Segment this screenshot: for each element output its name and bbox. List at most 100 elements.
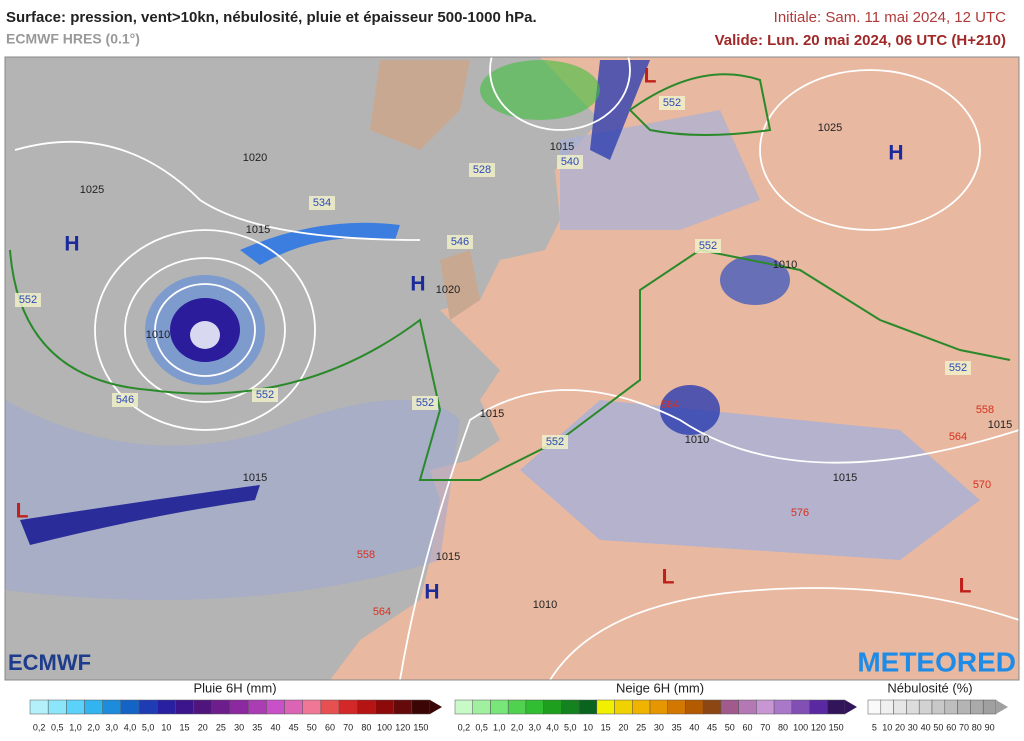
legend-label: 45 bbox=[707, 722, 717, 732]
thickness-label: 552 bbox=[663, 97, 681, 109]
legend-swatch bbox=[102, 699, 122, 715]
pressure-center: H bbox=[888, 142, 903, 165]
legend-swatch bbox=[247, 699, 267, 715]
thickness-label-box bbox=[542, 435, 568, 449]
legend-label: 20 bbox=[618, 722, 628, 732]
legend-label: 10 bbox=[583, 722, 593, 732]
thickness-label: 552 bbox=[19, 294, 37, 306]
thickness-label-box bbox=[469, 163, 495, 177]
freezing-line bbox=[9, 248, 1011, 481]
thickness-label: 528 bbox=[473, 164, 491, 176]
legend-label: 70 bbox=[343, 722, 353, 732]
thickness-label: 558 bbox=[357, 549, 375, 561]
model-name: ECMWF HRES (0.1°) bbox=[6, 31, 140, 47]
legend-swatch bbox=[29, 699, 49, 715]
thickness-label: 564 bbox=[373, 606, 391, 618]
legend-swatch bbox=[827, 699, 846, 715]
sea bbox=[520, 400, 980, 560]
legend-label: 70 bbox=[760, 722, 770, 732]
legend-swatch bbox=[284, 699, 303, 715]
legend-label: 1,0 bbox=[69, 722, 82, 732]
legend-label: 10 bbox=[161, 722, 171, 732]
isobar-label: 1010 bbox=[533, 599, 557, 611]
isobar-label: 1020 bbox=[243, 152, 267, 164]
thickness-label: 564 bbox=[661, 399, 679, 411]
legend-label: 100 bbox=[377, 722, 392, 732]
thickness-label-box bbox=[112, 393, 138, 407]
legend-label: 2,0 bbox=[511, 722, 524, 732]
thickness-label: 552 bbox=[416, 397, 434, 409]
pressure-center: L bbox=[16, 500, 29, 523]
legend-swatch bbox=[773, 699, 793, 715]
isobars bbox=[14, 57, 1019, 680]
legend-label: 50 bbox=[725, 722, 735, 732]
legend-label: 40 bbox=[689, 722, 699, 732]
legend-label: 150 bbox=[413, 722, 428, 732]
isobar-label: 1025 bbox=[80, 184, 104, 196]
legend-swatch bbox=[649, 699, 668, 715]
legend-swatch bbox=[84, 699, 103, 715]
legend-title: Nébulosité (%) bbox=[887, 680, 972, 695]
legend-label: 60 bbox=[946, 722, 956, 732]
thickness-label: 552 bbox=[256, 389, 274, 401]
legend-label: 80 bbox=[972, 722, 982, 732]
isobar-label: 1010 bbox=[773, 259, 797, 271]
thickness-label: 546 bbox=[116, 394, 134, 406]
snow bbox=[480, 60, 600, 120]
thickness-label: 552 bbox=[699, 240, 717, 252]
legend-swatch bbox=[596, 699, 615, 715]
legend-label: 35 bbox=[672, 722, 682, 732]
valid-time: Valide: Lun. 20 mai 2024, 06 UTC (H+210) bbox=[715, 32, 1006, 49]
thickness-label-box bbox=[557, 155, 583, 169]
isobar-label: 1010 bbox=[146, 329, 170, 341]
map bbox=[5, 57, 1019, 680]
legend-label: 30 bbox=[234, 722, 244, 732]
legend-swatch bbox=[880, 699, 894, 715]
isobar-label: 1015 bbox=[243, 472, 267, 484]
legend-swatch bbox=[66, 699, 85, 715]
thickness-label: 534 bbox=[313, 197, 331, 209]
rain bbox=[660, 385, 720, 435]
legend-label: 25 bbox=[216, 722, 226, 732]
legend-label: 3,0 bbox=[529, 722, 542, 732]
legend-swatch bbox=[702, 699, 722, 715]
legend-label: 35 bbox=[252, 722, 262, 732]
rain bbox=[590, 60, 650, 160]
legend-label: 60 bbox=[325, 722, 335, 732]
legend-label: 25 bbox=[636, 722, 646, 732]
legend-label: 30 bbox=[908, 722, 918, 732]
legend-title: Pluie 6H (mm) bbox=[193, 680, 276, 695]
legend-label: 0,5 bbox=[475, 722, 488, 732]
legend-label: 3,0 bbox=[106, 722, 119, 732]
legend-swatch bbox=[338, 699, 358, 715]
legend-swatch bbox=[614, 699, 633, 715]
isobar-label: 1025 bbox=[818, 122, 842, 134]
isobar-label: 1015 bbox=[988, 419, 1012, 431]
legend-swatch bbox=[632, 699, 651, 715]
legend-swatch bbox=[157, 699, 176, 715]
legend-label: 10 bbox=[882, 722, 892, 732]
thickness-label-box bbox=[447, 235, 473, 249]
thickness-label: 552 bbox=[546, 436, 564, 448]
legend-swatch bbox=[809, 699, 828, 715]
pressure-center: H bbox=[64, 233, 79, 256]
isobar-label: 1015 bbox=[550, 141, 574, 153]
legend-label: 100 bbox=[793, 722, 808, 732]
thickness-label-box bbox=[695, 239, 721, 253]
legend-swatch bbox=[561, 699, 580, 715]
legend-label: 40 bbox=[921, 722, 931, 732]
legend-swatch bbox=[454, 699, 473, 715]
thickness-label: 558 bbox=[976, 404, 994, 416]
legend-label: 0,2 bbox=[458, 722, 471, 732]
legend-label: 60 bbox=[742, 722, 752, 732]
thickness-label-box bbox=[412, 396, 438, 410]
legend-swatch bbox=[472, 699, 491, 715]
legend-label: 0,2 bbox=[33, 722, 46, 732]
thickness-label-box bbox=[659, 96, 685, 110]
thickness-label-box bbox=[945, 361, 971, 375]
legend-swatch bbox=[720, 699, 739, 715]
ecmwf-logo: ECMWF bbox=[8, 650, 91, 675]
thickness-label: 564 bbox=[949, 431, 967, 443]
legend-title: Neige 6H (mm) bbox=[616, 680, 704, 695]
